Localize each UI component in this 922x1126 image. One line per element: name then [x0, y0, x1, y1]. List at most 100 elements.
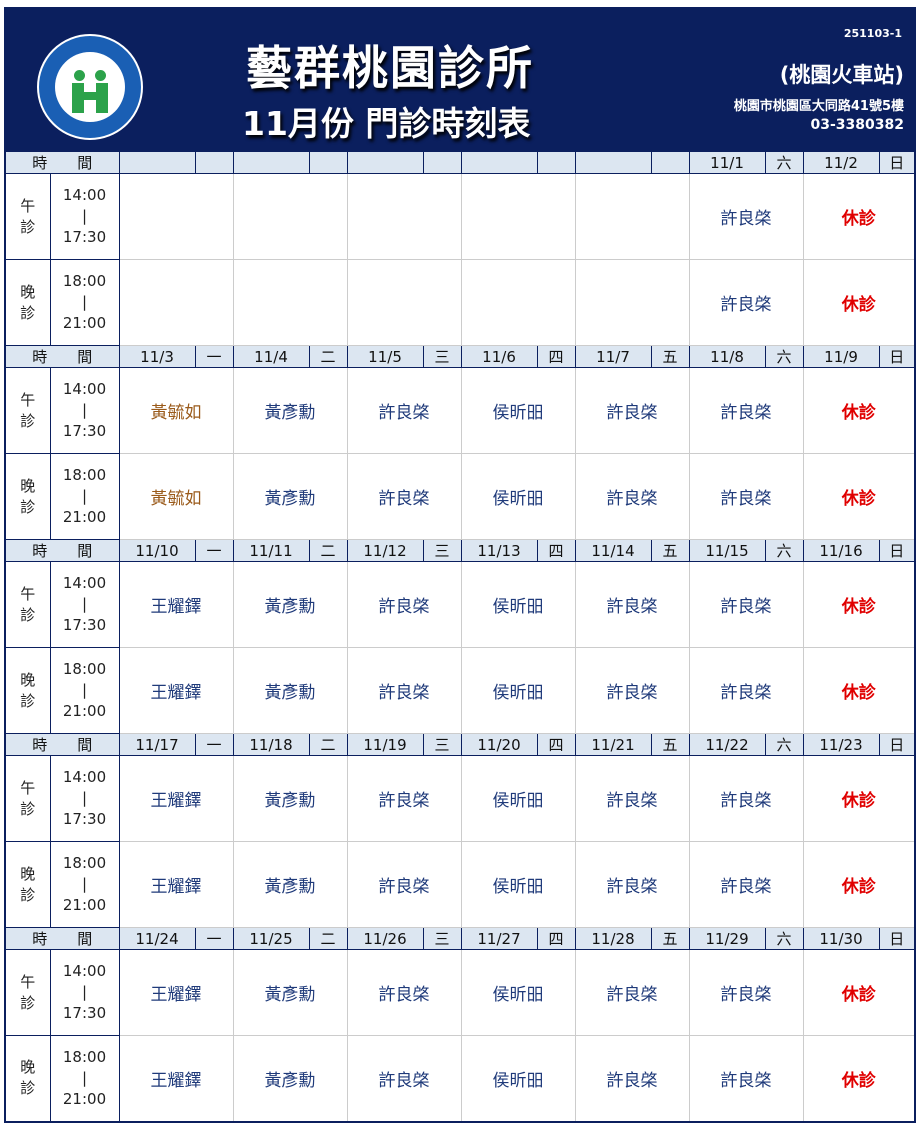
- doctor-cell: 休診: [802, 367, 916, 454]
- doctor-cell: 侯昕昍: [460, 755, 576, 842]
- doctor-cell: 黃毓如: [118, 453, 234, 540]
- doctor-cell: 休診: [802, 647, 916, 734]
- date-cell: [232, 150, 310, 174]
- session-time: 14:00 | 17:30: [49, 561, 120, 648]
- session-row: 晚 診 18:00 | 21:00 黃毓如 黃彥勳 許良棨 侯昕昍 許良棨 許良棨 休診: [4, 453, 916, 540]
- session-time: 18:00 | 21:00: [49, 647, 120, 734]
- weekday-cell: 三: [422, 733, 462, 756]
- doctor-cell: [232, 173, 348, 260]
- time-start: 14:00: [62, 962, 107, 980]
- doctor-cell: [346, 259, 462, 346]
- date-cell: 11/18: [232, 733, 310, 756]
- date-cell: 11/13: [460, 539, 538, 562]
- time-start: 18:00: [62, 854, 107, 872]
- doctor-cell: [346, 173, 462, 260]
- weekday-cell: 五: [650, 345, 690, 368]
- session-label-text: 晚 診: [20, 864, 36, 904]
- date-cell: 11/30: [802, 927, 880, 950]
- date-cell: 11/2: [802, 150, 880, 174]
- weekday-cell: 一: [194, 539, 234, 562]
- weekday-cell: 六: [764, 345, 804, 368]
- schedule-subtitle: 11月份 門診時刻表: [242, 104, 531, 143]
- date-cell: 11/28: [574, 927, 652, 950]
- weekday-cell: 五: [650, 733, 690, 756]
- date-cell: [346, 150, 424, 174]
- session-row: 午 診 14:00 | 17:30 王耀鐸 黃彥勳 許良棨 侯昕昍 許良棨 許良棨 休診: [4, 949, 916, 1036]
- weekday-cell: 二: [308, 345, 348, 368]
- doctor-cell: 許良棨: [688, 841, 804, 928]
- session-label-text: 晚 診: [20, 670, 36, 710]
- session-label-text: 晚 診: [20, 476, 36, 516]
- weekday-cell: 六: [764, 733, 804, 756]
- time-end: 21:00: [62, 702, 107, 720]
- doctor-cell: 許良棨: [688, 949, 804, 1036]
- weekday-cell: 三: [422, 539, 462, 562]
- session-label-text: 晚 診: [20, 1058, 36, 1098]
- time-header: 時 間: [4, 733, 120, 756]
- session-label: 午 診: [4, 173, 51, 260]
- station-label: (桃園火車站): [779, 63, 904, 87]
- date-cell: 11/24: [118, 927, 196, 950]
- session-label: 午 診: [4, 755, 51, 842]
- doctor-cell: 休診: [802, 173, 916, 260]
- weekday-cell: 三: [422, 927, 462, 950]
- doctor-cell: 許良棨: [574, 755, 690, 842]
- phone: 03-3380382: [810, 117, 904, 133]
- date-cell: 11/17: [118, 733, 196, 756]
- session-time: 14:00 | 17:30: [49, 173, 120, 260]
- weekday-cell: 一: [194, 345, 234, 368]
- doctor-cell: 侯昕昍: [460, 367, 576, 454]
- nhi-logo-icon: [37, 34, 143, 140]
- time-end: 21:00: [62, 1089, 107, 1108]
- time-start: 14:00: [62, 574, 107, 592]
- weekday-cell: [422, 150, 462, 174]
- session-row: 午 診 14:00 | 17:30 王耀鐸 黃彥勳 許良棨 侯昕昍 許良棨 許良棨 休診: [4, 755, 916, 842]
- time-end: 21:00: [62, 508, 107, 526]
- session-row: 午 診 14:00 | 17:30 黃毓如 黃彥勳 許良棨 侯昕昍 許良棨 許良棨 休診: [4, 367, 916, 454]
- doctor-cell: 許良棨: [688, 453, 804, 540]
- date-cell: 11/3: [118, 345, 196, 368]
- doctor-cell: [574, 173, 690, 260]
- date-cell: 11/20: [460, 733, 538, 756]
- date-cell: [118, 150, 196, 174]
- time-sep: |: [81, 875, 88, 893]
- doctor-cell: 黃彥勳: [232, 561, 348, 648]
- session-label: 午 診: [4, 561, 51, 648]
- doctor-cell: 許良棨: [688, 561, 804, 648]
- week-header-row: 時 間 11/24 一 11/25 二 11/26 三 11/27 四 11/28 五 11/29 六 1…: [4, 927, 916, 950]
- time-end: 21:00: [62, 896, 107, 914]
- time-start: 14:00: [62, 768, 107, 786]
- time-sep: |: [81, 1068, 88, 1087]
- doctor-cell: [574, 259, 690, 346]
- time-end: 17:30: [62, 1004, 107, 1022]
- date-cell: [460, 150, 538, 174]
- time-sep: |: [81, 401, 88, 419]
- doctor-cell: [460, 259, 576, 346]
- doctor-cell: 許良棨: [346, 453, 462, 540]
- session-label-text: 午 診: [20, 390, 36, 430]
- time-sep: |: [81, 595, 88, 613]
- weekday-cell: 日: [878, 150, 916, 174]
- doctor-cell: 休診: [802, 755, 916, 842]
- date-cell: 11/22: [688, 733, 766, 756]
- session-label: 晚 診: [4, 1035, 51, 1122]
- weekday-cell: [650, 150, 690, 174]
- time-start: 18:00: [62, 272, 107, 290]
- time-end: 17:30: [62, 422, 107, 440]
- session-time: 14:00 | 17:30: [49, 949, 120, 1036]
- session-label: 晚 診: [4, 453, 51, 540]
- doctor-cell: 黃彥勳: [232, 949, 348, 1036]
- time-sep: |: [81, 293, 88, 311]
- doctor-cell: 休診: [802, 453, 916, 540]
- date-cell: 11/4: [232, 345, 310, 368]
- doctor-cell: 侯昕昍: [460, 561, 576, 648]
- session-label-text: 午 診: [20, 778, 36, 818]
- address: 桃園市桃園區大同路41號5樓: [733, 99, 904, 114]
- time-header: 時 間: [4, 539, 120, 562]
- doctor-cell: 王耀鐸: [118, 755, 234, 842]
- doctor-cell: [460, 173, 576, 260]
- doctor-cell: 許良棨: [688, 1035, 804, 1122]
- session-label-text: 午 診: [20, 972, 36, 1012]
- session-label: 晚 診: [4, 841, 51, 928]
- doctor-cell: 王耀鐸: [118, 1035, 234, 1122]
